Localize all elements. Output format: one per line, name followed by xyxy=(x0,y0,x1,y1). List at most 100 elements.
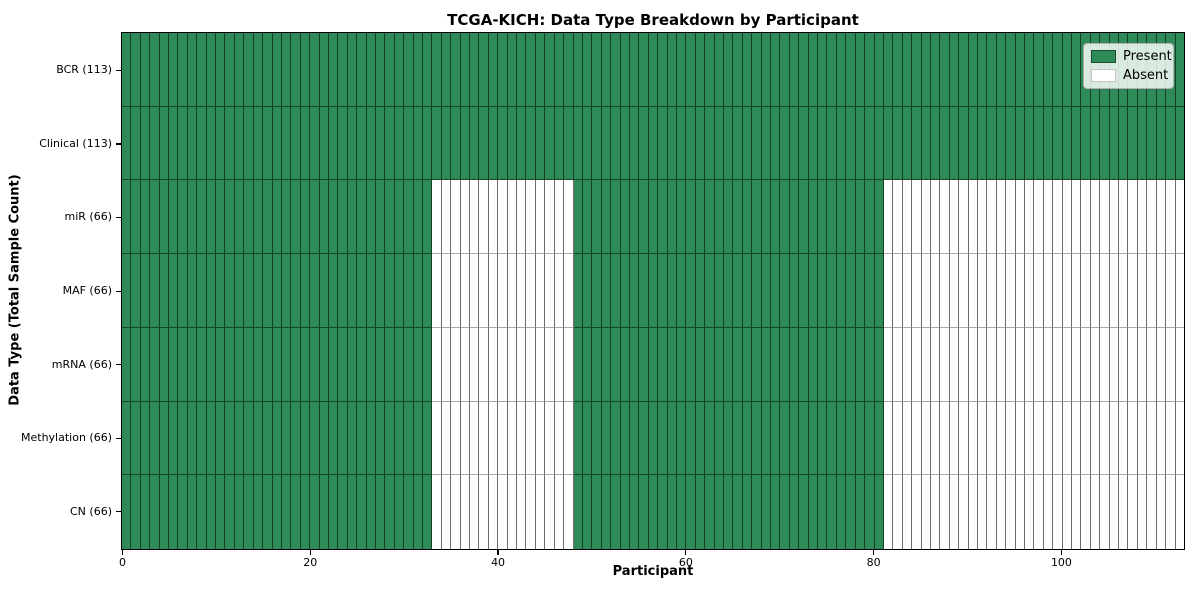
matrix-cell xyxy=(912,106,922,181)
matrix-cell xyxy=(357,327,367,402)
matrix-cell xyxy=(818,401,828,476)
matrix-cell xyxy=(338,401,348,476)
matrix-cell xyxy=(977,401,988,476)
matrix-cell xyxy=(554,33,565,107)
matrix-cell xyxy=(272,401,282,476)
matrix-cell xyxy=(488,327,499,402)
matrix-cell xyxy=(752,475,762,550)
matrix-cell xyxy=(874,180,884,255)
x-axis-title: Participant xyxy=(612,564,694,579)
matrix-cell xyxy=(1015,180,1025,255)
matrix-cell xyxy=(573,106,583,181)
matrix-cell xyxy=(291,106,301,181)
matrix-cell xyxy=(912,33,922,107)
matrix-cell xyxy=(187,180,198,255)
x-tick-label-60: 60 xyxy=(678,556,693,569)
matrix-cell xyxy=(347,106,358,181)
matrix-cell xyxy=(893,33,903,107)
matrix-cell xyxy=(197,180,207,255)
matrix-cell xyxy=(658,33,668,107)
matrix-cell xyxy=(140,254,151,328)
matrix-cell xyxy=(648,33,659,107)
legend-label-present: Present xyxy=(1123,49,1172,64)
matrix-cell xyxy=(300,180,311,255)
matrix-cell xyxy=(940,401,950,476)
matrix-cell xyxy=(169,33,179,107)
matrix-cell xyxy=(705,475,715,550)
matrix-cell xyxy=(1006,33,1016,107)
matrix-cell xyxy=(169,327,179,402)
matrix-cell xyxy=(629,327,640,402)
matrix-cell xyxy=(912,327,922,402)
matrix-cell xyxy=(601,106,612,181)
matrix-cell xyxy=(1053,254,1063,328)
matrix-cell xyxy=(187,106,198,181)
y-tick-mark xyxy=(116,511,121,513)
matrix-cell xyxy=(592,254,602,328)
matrix-cell xyxy=(140,106,151,181)
matrix-cell xyxy=(1109,180,1120,255)
matrix-cell xyxy=(1109,327,1120,402)
matrix-cell xyxy=(375,401,386,476)
matrix-cell xyxy=(695,327,706,402)
matrix-cell xyxy=(216,254,226,328)
matrix-cell xyxy=(1175,33,1184,107)
matrix-cell xyxy=(517,401,527,476)
matrix-cell xyxy=(1034,327,1044,402)
matrix-cell xyxy=(432,327,442,402)
matrix-cell xyxy=(310,106,320,181)
matrix-cell xyxy=(667,33,677,107)
matrix-cell xyxy=(752,254,762,328)
matrix-cell xyxy=(281,327,292,402)
matrix-cell xyxy=(761,401,772,476)
matrix-cell xyxy=(187,401,198,476)
matrix-cell xyxy=(949,180,960,255)
matrix-cell xyxy=(131,327,141,402)
matrix-cell xyxy=(291,401,301,476)
x-tick-mark xyxy=(873,550,875,555)
matrix-cell xyxy=(225,106,235,181)
y-tick-mark xyxy=(116,437,121,439)
matrix-cell xyxy=(808,33,819,107)
matrix-cell xyxy=(150,401,160,476)
matrix-cell xyxy=(1119,254,1129,328)
matrix-cell xyxy=(159,180,170,255)
matrix-cell xyxy=(272,254,282,328)
matrix-cell xyxy=(855,180,866,255)
matrix-cell xyxy=(865,254,875,328)
matrix-cell xyxy=(620,180,630,255)
matrix-cell xyxy=(1053,327,1063,402)
matrix-cell xyxy=(404,401,414,476)
matrix-cell xyxy=(629,401,640,476)
y-tick-label-Methylation: Methylation (66) xyxy=(21,431,112,445)
matrix-cell xyxy=(761,327,772,402)
matrix-cell xyxy=(1034,254,1044,328)
matrix-cell xyxy=(959,33,969,107)
matrix-cell xyxy=(789,327,800,402)
matrix-cell xyxy=(818,327,828,402)
matrix-row-MAF xyxy=(122,254,1184,328)
matrix-cell xyxy=(1006,180,1016,255)
matrix-cell xyxy=(423,180,433,255)
matrix-cell xyxy=(451,33,461,107)
matrix-cell xyxy=(272,180,282,255)
matrix-cell xyxy=(432,254,442,328)
matrix-cell xyxy=(883,33,894,107)
matrix-cell xyxy=(799,33,809,107)
matrix-cell xyxy=(460,106,471,181)
matrix-cell xyxy=(300,475,311,550)
matrix-cell xyxy=(178,106,188,181)
matrix-cell xyxy=(752,180,762,255)
matrix-cell xyxy=(771,401,781,476)
matrix-cell xyxy=(724,180,734,255)
matrix-cell xyxy=(902,106,913,181)
matrix-cell xyxy=(893,106,903,181)
matrix-cell xyxy=(1006,401,1016,476)
matrix-cell xyxy=(611,106,621,181)
matrix-cell xyxy=(1137,180,1148,255)
matrix-cell xyxy=(498,254,508,328)
matrix-cell xyxy=(648,475,659,550)
matrix-cell xyxy=(328,106,339,181)
matrix-cell xyxy=(921,327,931,402)
matrix-cell xyxy=(940,180,950,255)
